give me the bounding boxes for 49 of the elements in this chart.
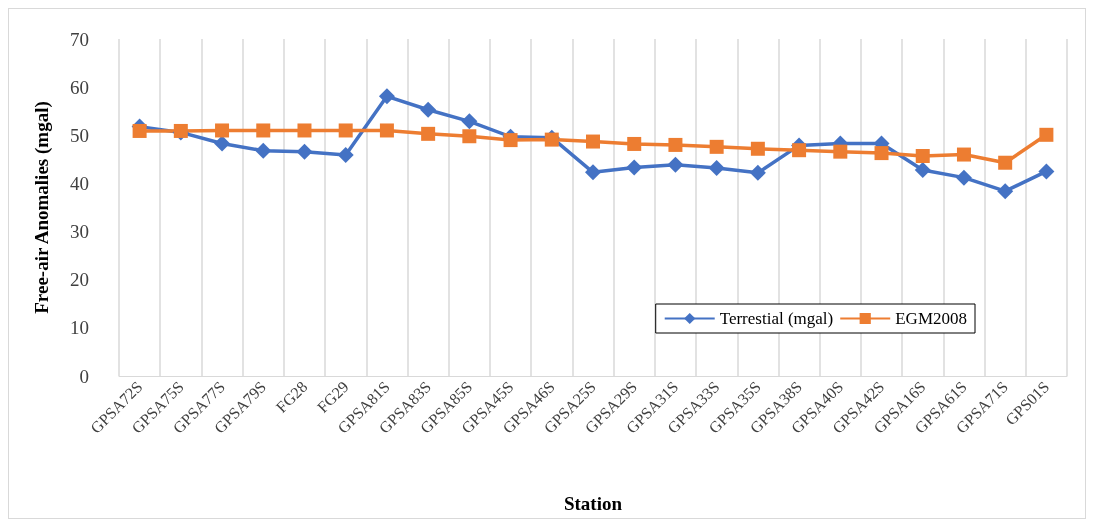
x-axis-title: Station [563, 493, 623, 514]
point [1039, 127, 1054, 142]
point [708, 160, 725, 177]
y-tick-label: 20 [70, 269, 89, 291]
y-tick-label: 0 [79, 365, 89, 387]
point [874, 146, 889, 161]
point [214, 135, 231, 152]
point [586, 134, 600, 149]
point [503, 133, 518, 148]
point [626, 159, 643, 176]
point [750, 141, 765, 156]
point [1038, 163, 1055, 180]
y-tick-label: 70 [70, 28, 89, 50]
point [627, 136, 642, 151]
point [585, 164, 601, 181]
point [997, 183, 1014, 200]
point [132, 123, 147, 138]
point [420, 101, 437, 118]
point [256, 123, 271, 138]
point [338, 123, 353, 138]
point [461, 113, 478, 130]
point [956, 147, 971, 162]
point [379, 123, 394, 138]
point [833, 144, 848, 159]
y-tick-label: 30 [70, 221, 89, 243]
point [668, 137, 683, 152]
point [378, 88, 395, 105]
point [421, 126, 436, 141]
y-tick-label: 50 [70, 124, 89, 146]
y-tick-label: 60 [70, 76, 89, 98]
y-tick-label: 10 [70, 317, 89, 339]
point [667, 156, 684, 173]
point [955, 169, 972, 186]
legend-label: EGM2008 [895, 309, 967, 328]
y-tick-label: 40 [70, 172, 89, 194]
point [255, 142, 272, 159]
point [914, 161, 931, 178]
point [462, 129, 477, 144]
point [337, 147, 354, 164]
legend-label: Terrestial (mgal) [719, 309, 834, 328]
point [998, 155, 1013, 170]
y-axis-title: Free-air Anomalies (mgal) [31, 101, 53, 314]
point [297, 123, 312, 138]
point [915, 148, 930, 163]
point [749, 164, 766, 181]
point [792, 143, 807, 158]
point [296, 143, 313, 160]
point [215, 123, 230, 138]
point [709, 139, 724, 154]
